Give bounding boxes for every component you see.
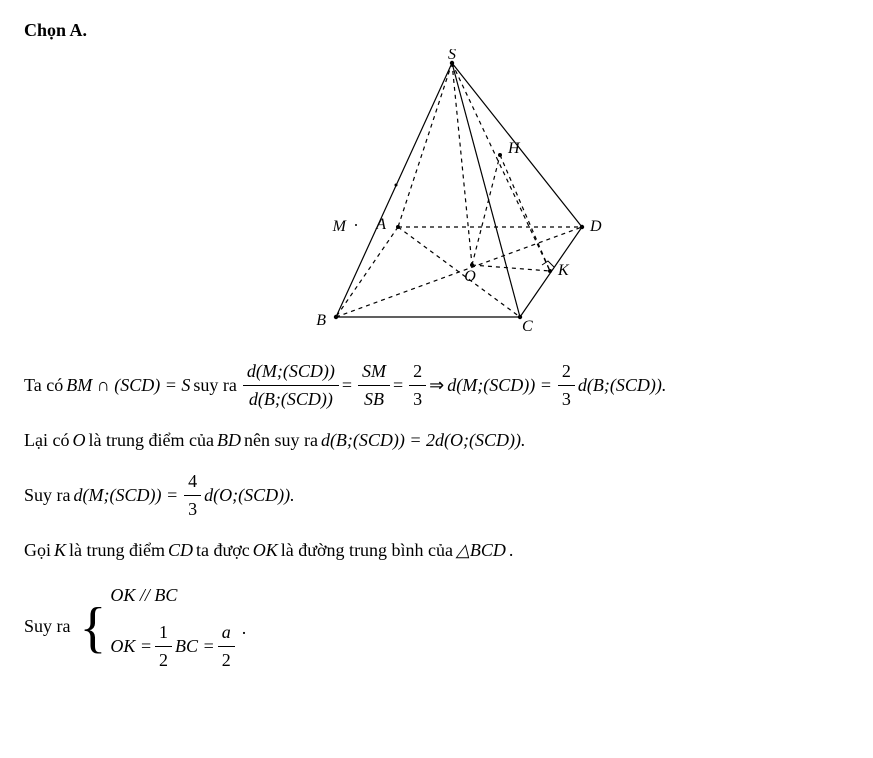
p1-t2: BM ∩ (SCD) = S — [66, 372, 190, 399]
label-A: A — [375, 216, 386, 233]
label-D: D — [589, 218, 602, 235]
brace-line-2: OK = 1 2 BC = a 2 — [110, 619, 237, 674]
p1-frac2: SM SB — [358, 358, 390, 413]
pyramid-figure: S H M A D O K B C — [252, 49, 622, 339]
p4-t3: là trung điểm — [69, 537, 165, 564]
p1-frac1: d(M;(SCD)) d(B;(SCD)) — [243, 358, 339, 413]
p1-t3: suy ra — [193, 372, 237, 399]
brace-line-1: OK // BC — [110, 582, 237, 609]
p1-frac4: 2 3 — [558, 358, 575, 413]
p1-frac2-num: SM — [358, 358, 390, 386]
label-H: H — [507, 140, 521, 157]
p4-t7: là đường trung bình của — [281, 537, 453, 564]
p5-t1: Suy ra — [24, 613, 71, 640]
label-O: O — [464, 268, 476, 285]
para-1: Ta có BM ∩ (SCD) = S suy ra d(M;(SCD)) d… — [24, 358, 849, 413]
p1-frac4-num: 2 — [558, 358, 575, 386]
para-5: Suy ra { OK // BC OK = 1 2 BC = a 2 . — [24, 578, 849, 674]
p5-frac1: 1 2 — [155, 619, 172, 674]
p5-line1: OK // BC — [110, 582, 177, 609]
p1-frac1-num: d(M;(SCD)) — [243, 358, 339, 386]
label-S: S — [448, 49, 456, 63]
p3-t3: d(O;(SCD)). — [204, 482, 294, 509]
p3-frac: 4 3 — [184, 468, 201, 523]
label-K: K — [557, 262, 570, 279]
label-B: B — [316, 312, 326, 329]
p1-frac1-den: d(B;(SCD)) — [245, 386, 337, 413]
p5-frac1-den: 2 — [155, 647, 172, 674]
p2-t3: là trung điểm của — [88, 427, 213, 454]
brace-system: { OK // BC OK = 1 2 BC = a 2 . — [74, 582, 247, 674]
p2-t4: BD — [217, 427, 241, 454]
left-brace-icon: { — [80, 600, 107, 656]
p1-t5: d(B;(SCD)). — [578, 372, 666, 399]
para-3: Suy ra d(M;(SCD)) = 4 3 d(O;(SCD)). — [24, 468, 849, 523]
p3-t2: d(M;(SCD)) = — [74, 482, 179, 509]
p5-frac2: a 2 — [218, 619, 235, 674]
p5-period: . — [242, 615, 247, 642]
p3-t1: Suy ra — [24, 482, 71, 509]
p4-t8: △BCD — [456, 537, 506, 564]
p3-frac-num: 4 — [184, 468, 201, 496]
brace-body: OK // BC OK = 1 2 BC = a 2 — [110, 582, 237, 674]
p1-eq1: = — [342, 372, 352, 399]
p2-t6: d(B;(SCD)) = 2d(O;(SCD)). — [321, 427, 526, 454]
p5-frac1-num: 1 — [155, 619, 172, 647]
p4-t2: K — [54, 537, 66, 564]
p1-t4: d(M;(SCD)) = — [447, 372, 552, 399]
p1-frac2-den: SB — [360, 386, 388, 413]
p1-frac4-den: 3 — [558, 386, 575, 413]
p4-t6: OK — [253, 537, 278, 564]
label-C: C — [522, 318, 533, 335]
p1-frac3-den: 3 — [409, 386, 426, 413]
p4-t4: CD — [168, 537, 193, 564]
p5-frac2-den: 2 — [218, 647, 235, 674]
p5-line2a: OK = — [110, 633, 152, 660]
p2-t5: nên suy ra — [244, 427, 318, 454]
p4-t5: ta được — [196, 537, 250, 564]
p1-t1: Ta có — [24, 372, 63, 399]
p1-eq2: = — [393, 372, 403, 399]
p4-t9: . — [509, 537, 514, 564]
para-2: Lại có O là trung điểm của BD nên suy ra… — [24, 427, 849, 454]
answer-header: Chọn A. — [24, 20, 849, 41]
label-M: M — [331, 218, 347, 235]
p1-frac3-num: 2 — [409, 358, 426, 386]
p1-frac3: 2 3 — [409, 358, 426, 413]
p5-frac2-num: a — [218, 619, 235, 647]
p2-t1: Lại có — [24, 427, 69, 454]
figure-container: S H M A D O K B C — [24, 49, 849, 344]
p5-line2b: BC = — [175, 633, 215, 660]
p1-arrow: ⇒ — [429, 372, 444, 399]
para-4: Gọi K là trung điểm CD ta được OK là đườ… — [24, 537, 849, 564]
p2-t2: O — [72, 427, 85, 454]
p4-t1: Gọi — [24, 537, 51, 564]
p3-frac-den: 3 — [184, 496, 201, 523]
